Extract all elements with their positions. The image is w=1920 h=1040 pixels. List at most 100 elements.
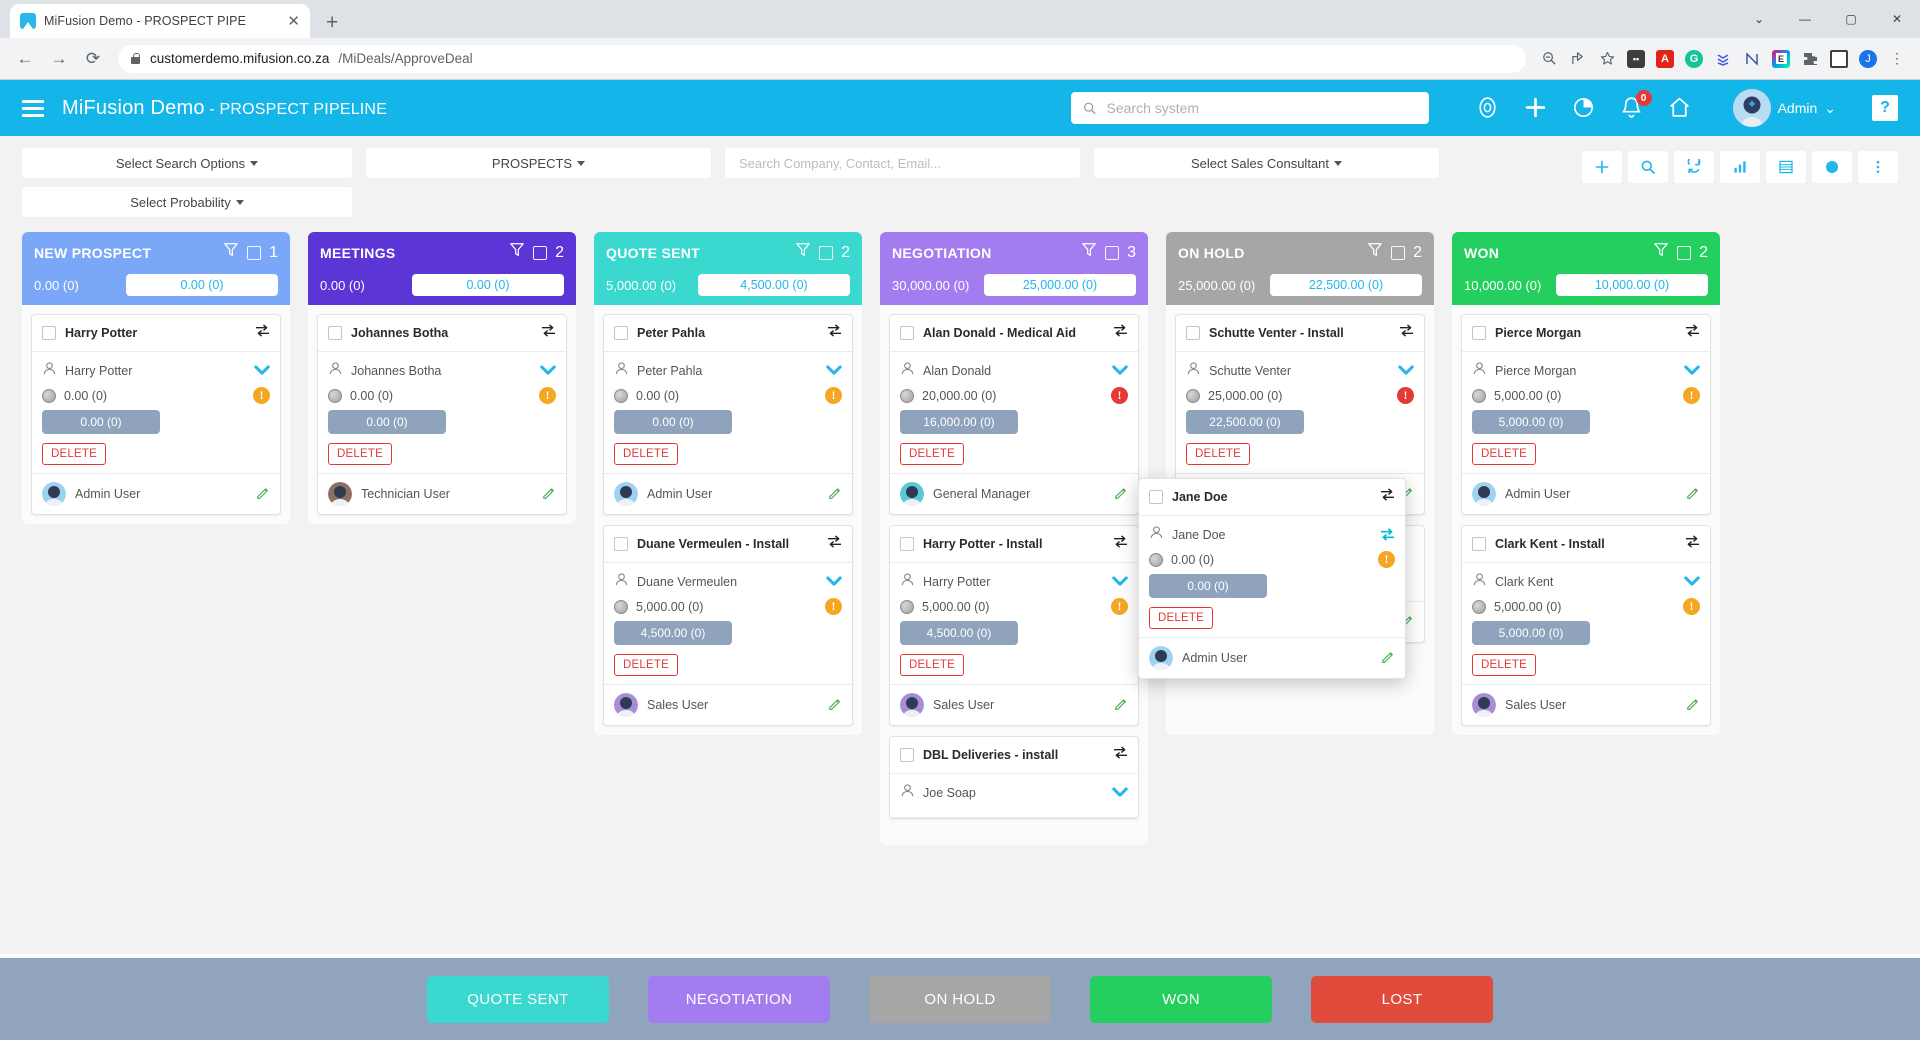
filter-icon[interactable]: [1081, 242, 1097, 263]
window-close-button[interactable]: ✕: [1891, 12, 1903, 26]
search-icon[interactable]: [1628, 151, 1668, 183]
deal-card[interactable]: Johannes Botha Johannes Botha 0.00 (0)! 0.0…: [317, 314, 567, 515]
filter-icon[interactable]: [509, 242, 525, 263]
global-search[interactable]: [1070, 92, 1429, 124]
search-input[interactable]: [1106, 100, 1417, 116]
delete-button[interactable]: DELETE: [1186, 443, 1250, 465]
column-select-checkbox[interactable]: [819, 245, 834, 260]
deal-checkbox[interactable]: [614, 326, 628, 340]
delete-button[interactable]: DELETE: [900, 443, 964, 465]
status-badge[interactable]: !: [1111, 387, 1128, 404]
more-options-icon[interactable]: [1858, 151, 1898, 183]
edit-icon[interactable]: [1381, 650, 1395, 667]
filter-icon[interactable]: [223, 242, 239, 263]
deal-checkbox[interactable]: [900, 748, 914, 762]
edit-icon[interactable]: [1114, 486, 1128, 503]
transfer-icon[interactable]: [541, 324, 556, 342]
status-badge[interactable]: !: [825, 387, 842, 404]
chevron-down-icon[interactable]: [826, 364, 842, 378]
column-select-checkbox[interactable]: [533, 245, 548, 260]
edit-icon[interactable]: [1686, 486, 1700, 503]
status-badge[interactable]: !: [825, 598, 842, 615]
address-bar[interactable]: customerdemo.mifusion.co.za/MiDeals/Appr…: [118, 44, 1526, 73]
transfer-icon[interactable]: [827, 535, 842, 553]
delete-button[interactable]: DELETE: [614, 443, 678, 465]
status-badge[interactable]: !: [1378, 551, 1395, 568]
transfer-icon[interactable]: [1113, 746, 1128, 764]
home-icon[interactable]: [1667, 95, 1693, 121]
square-icon[interactable]: [1826, 46, 1852, 72]
reload-button[interactable]: ⟳: [85, 48, 101, 68]
delete-button[interactable]: DELETE: [900, 654, 964, 676]
deal-checkbox[interactable]: [328, 326, 342, 340]
share-icon[interactable]: [1565, 46, 1591, 72]
deal-checkbox[interactable]: [42, 326, 56, 340]
chevron-down-icon[interactable]: ⌄: [1753, 12, 1765, 26]
stage-button-won[interactable]: WON: [1090, 975, 1272, 1023]
add-icon[interactable]: [1582, 151, 1622, 183]
chevron-down-icon[interactable]: [1684, 364, 1700, 378]
deal-checkbox[interactable]: [1186, 326, 1200, 340]
search-options-dropdown[interactable]: Select Search Options: [22, 148, 352, 178]
forward-button[interactable]: →: [50, 48, 68, 68]
status-badge[interactable]: !: [1683, 598, 1700, 615]
probability-dropdown[interactable]: Select Probability: [22, 187, 352, 217]
evernote-icon[interactable]: E: [1768, 46, 1794, 72]
status-badge[interactable]: !: [539, 387, 556, 404]
deal-card[interactable]: Alan Donald - Medical Aid Alan Donald 20,0…: [889, 314, 1139, 515]
chevron-down-icon[interactable]: [1380, 527, 1395, 543]
plus-icon[interactable]: [1523, 95, 1549, 121]
deal-card[interactable]: DBL Deliveries - install Joe Soap: [889, 736, 1139, 819]
status-badge[interactable]: !: [253, 387, 270, 404]
column-select-checkbox[interactable]: [247, 245, 262, 260]
deal-card[interactable]: Pierce Morgan Pierce Morgan 5,000.00 (0)! 5…: [1461, 314, 1711, 515]
new-tab-button[interactable]: +: [326, 11, 339, 34]
deal-card[interactable]: Peter Pahla Peter Pahla 0.00 (0)! 0.00 (0) D…: [603, 314, 853, 515]
edit-icon[interactable]: [542, 486, 556, 503]
stage-button-negotiation[interactable]: NEGOTIATION: [648, 975, 830, 1023]
chevron-down-icon[interactable]: [826, 575, 842, 589]
refresh-icon[interactable]: [1674, 151, 1714, 183]
filter-icon[interactable]: [1653, 242, 1669, 263]
browser-menu-icon[interactable]: ⋮: [1890, 50, 1904, 66]
delete-button[interactable]: DELETE: [42, 443, 106, 465]
delete-button[interactable]: DELETE: [1472, 654, 1536, 676]
transfer-icon[interactable]: [1113, 535, 1128, 553]
help-button[interactable]: ?: [1872, 95, 1898, 121]
deal-card[interactable]: Harry Potter - Install Harry Potter 5,000.…: [889, 525, 1139, 726]
browser-tab[interactable]: MiFusion Demo - PROSPECT PIPE ✕: [10, 4, 310, 38]
edit-icon[interactable]: [256, 486, 270, 503]
edit-icon[interactable]: [828, 697, 842, 714]
deal-card[interactable]: Harry Potter Harry Potter 0.00 (0)! 0.00 (0…: [31, 314, 281, 515]
maximize-button[interactable]: ▢: [1845, 12, 1857, 26]
pie-chart-icon[interactable]: [1571, 95, 1597, 121]
status-badge[interactable]: !: [1111, 598, 1128, 615]
profile-avatar[interactable]: J: [1855, 46, 1881, 72]
prospects-dropdown[interactable]: PROSPECTS: [366, 148, 711, 178]
edit-icon[interactable]: [1114, 697, 1128, 714]
star-icon[interactable]: [1594, 46, 1620, 72]
deal-checkbox[interactable]: [1472, 537, 1486, 551]
back-button[interactable]: ←: [16, 48, 34, 68]
sales-consultant-dropdown[interactable]: Select Sales Consultant: [1094, 148, 1439, 178]
bell-icon[interactable]: 0: [1619, 90, 1652, 121]
chevron-down-icon[interactable]: [254, 364, 270, 378]
edit-icon[interactable]: [828, 486, 842, 503]
column-select-checkbox[interactable]: [1391, 245, 1406, 260]
transfer-icon[interactable]: [1113, 324, 1128, 342]
user-menu[interactable]: Admin ⌄: [1732, 89, 1836, 127]
chevron-down-icon[interactable]: [540, 364, 556, 378]
delete-button[interactable]: DELETE: [328, 443, 392, 465]
filter-icon[interactable]: [1367, 242, 1383, 263]
status-badge[interactable]: !: [1397, 387, 1414, 404]
minimize-button[interactable]: —: [1799, 12, 1811, 26]
notion-icon[interactable]: [1739, 46, 1765, 72]
chevron-down-icon[interactable]: [1684, 575, 1700, 589]
search-minus-icon[interactable]: [1536, 46, 1562, 72]
status-badge[interactable]: !: [1683, 387, 1700, 404]
deal-checkbox[interactable]: [900, 537, 914, 551]
dragged-deal-card[interactable]: Jane Doe Jane Doe 0.00 (0)! 0.00 (0) DELETE A…: [1138, 478, 1406, 679]
transfer-icon[interactable]: [1685, 535, 1700, 553]
transfer-icon[interactable]: [827, 324, 842, 342]
chevron-down-icon[interactable]: [1112, 786, 1128, 800]
